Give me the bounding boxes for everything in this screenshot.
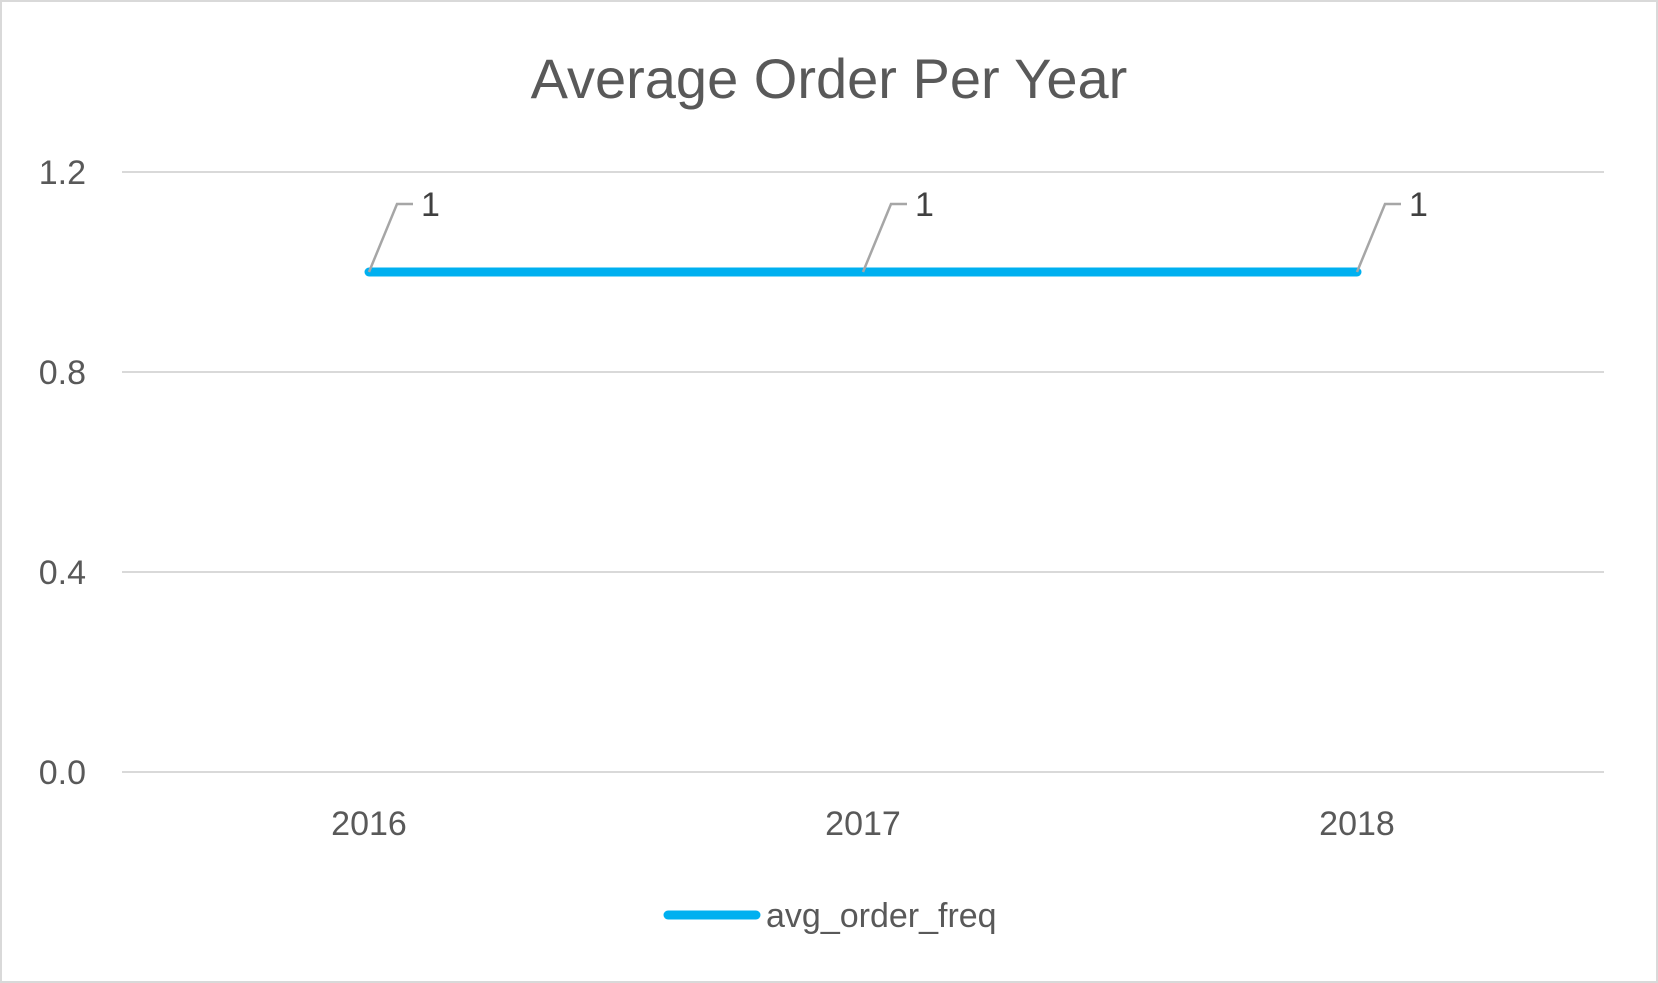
- y-tick-label: 0.0: [39, 754, 86, 792]
- data-label: 1: [915, 186, 934, 224]
- data-label-leader-line: [367, 202, 413, 273]
- legend-label: avg_order_freq: [766, 897, 997, 935]
- x-tick-label: 2017: [825, 805, 901, 843]
- data-labels: 1 1 1: [367, 186, 1428, 273]
- data-label-leader-line: [861, 202, 907, 273]
- gridlines: [122, 171, 1604, 773]
- y-tick-label: 1.2: [39, 154, 86, 192]
- legend: avg_order_freq: [663, 897, 997, 935]
- chart-title: Average Order Per Year: [531, 47, 1128, 110]
- data-label-leader-line: [1355, 202, 1401, 273]
- y-axis-tick-labels: 0.0 0.4 0.8 1.2: [39, 154, 86, 792]
- x-tick-label: 2016: [331, 805, 407, 843]
- y-tick-label: 0.4: [39, 554, 86, 592]
- data-label: 1: [421, 186, 440, 224]
- x-tick-label: 2018: [1319, 805, 1395, 843]
- y-tick-label: 0.8: [39, 354, 86, 392]
- data-label: 1: [1409, 186, 1428, 224]
- x-axis-tick-labels: 2016 2017 2018: [331, 805, 1395, 843]
